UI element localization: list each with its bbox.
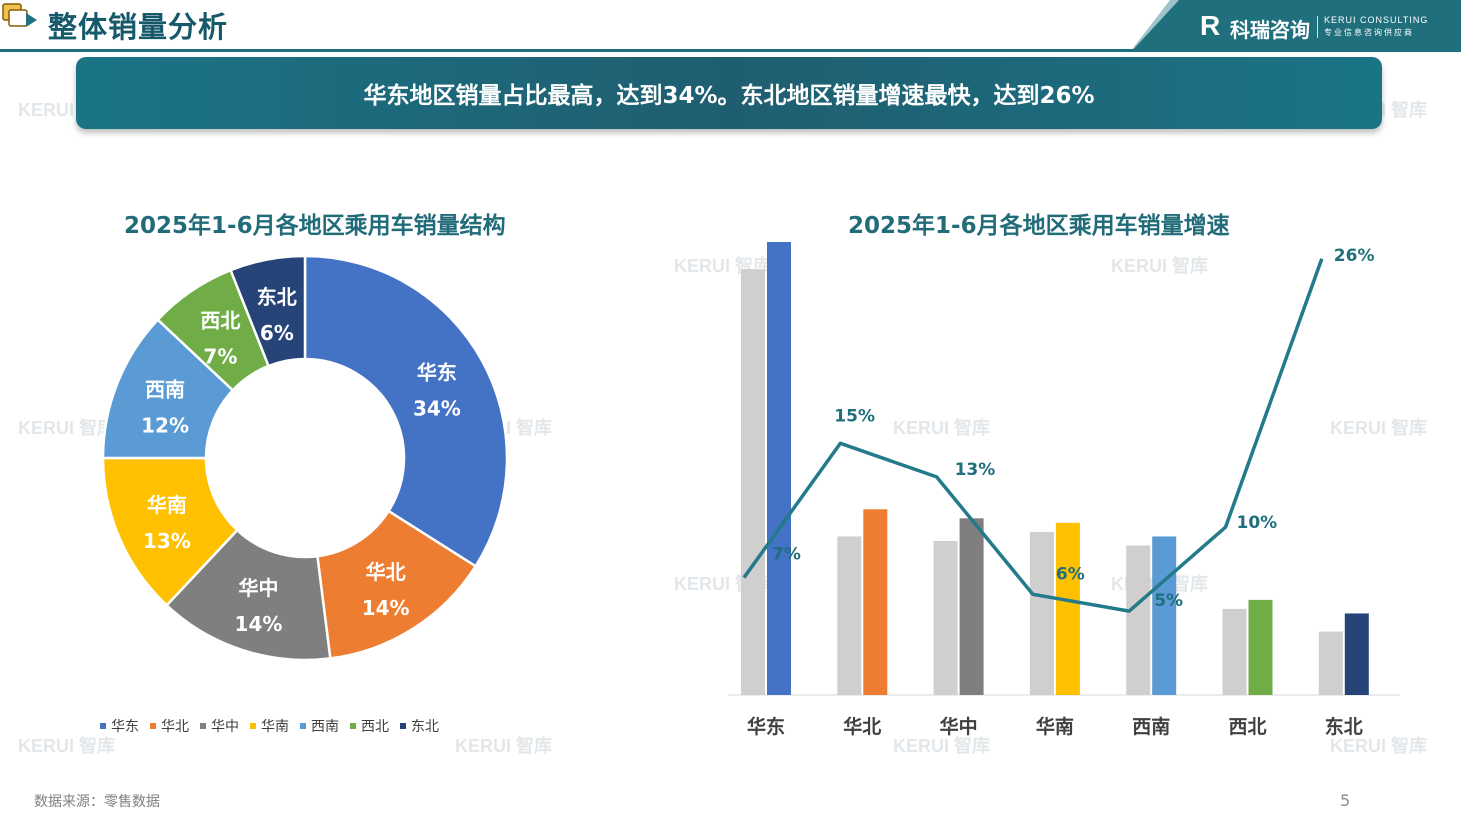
line-data-label: 5% xyxy=(1154,591,1183,611)
page-number: 5 xyxy=(1340,791,1351,810)
legend-swatch xyxy=(150,723,156,729)
watermark: KERUI 智库 xyxy=(18,736,116,756)
growth-bar xyxy=(1152,536,1177,695)
legend-label: 华东 xyxy=(111,719,139,735)
line-data-label: 6% xyxy=(1056,564,1085,584)
growth-bar xyxy=(1248,599,1273,695)
slice-value-label: 7% xyxy=(203,345,237,369)
slice-value-label: 6% xyxy=(260,321,294,345)
logo-english: KERUI CONSULTING xyxy=(1324,15,1429,25)
legend-swatch xyxy=(250,723,256,729)
x-tick-label: 东北 xyxy=(1325,715,1363,738)
data-source-note: 数据来源：零售数据 xyxy=(34,794,160,810)
comparison-bar xyxy=(1318,631,1343,695)
x-tick-label: 华东 xyxy=(747,715,785,738)
slice-value-label: 14% xyxy=(362,596,410,620)
line-data-label: 26% xyxy=(1334,246,1375,266)
legend-item: 华中 xyxy=(200,716,239,736)
line-data-label: 13% xyxy=(955,460,996,480)
watermark: KERUI 智库 xyxy=(455,736,553,756)
growth-rate-line xyxy=(742,258,1324,613)
slice-name-label: 东北 xyxy=(257,285,297,309)
line-data-label: 15% xyxy=(834,406,875,426)
logo-mark: R xyxy=(1200,10,1221,41)
title-bullet-icon xyxy=(2,3,37,27)
watermark: KERUI 智库 xyxy=(893,736,991,756)
legend-swatch xyxy=(200,723,206,729)
growth-bar xyxy=(767,242,791,695)
donut-legend: 华东 华北 华中 华南 西南 西北 东北 xyxy=(100,716,439,736)
logo-separator xyxy=(1317,16,1318,38)
comparison-bar xyxy=(741,269,765,695)
watermark: KERUI 智库 xyxy=(1111,256,1209,276)
legend-item: 华北 xyxy=(150,716,189,736)
watermark: KERUI 智库 xyxy=(893,418,991,438)
donut-slice xyxy=(303,254,509,568)
x-tick-label: 西南 xyxy=(1132,716,1170,738)
comparison-bar xyxy=(837,536,862,695)
legend-swatch xyxy=(100,723,106,729)
legend-label: 西南 xyxy=(311,719,339,735)
header-rule xyxy=(0,49,1461,52)
logo-name: 科瑞咨询 xyxy=(1230,18,1310,42)
summary-banner: 华东地区销量占比最高，达到34%。东北地区销量增速最快，达到26% xyxy=(76,57,1382,129)
slice-name-label: 华中 xyxy=(238,576,278,600)
legend-item: 西北 xyxy=(350,716,389,736)
legend-item: 华南 xyxy=(250,716,289,736)
slice-name-label: 华东 xyxy=(417,360,457,384)
growth-bar xyxy=(959,518,984,695)
slice-name-label: 西南 xyxy=(145,378,185,402)
growth-bar xyxy=(1344,613,1369,695)
watermark: KERUI 智库 xyxy=(1330,418,1428,438)
x-tick-label: 华北 xyxy=(843,715,881,738)
slice-value-label: 14% xyxy=(235,612,283,636)
comparison-bar xyxy=(933,540,958,695)
page-title: 整体销量分析 xyxy=(48,10,229,44)
bar-chart-title: 2025年1-6月各地区乘用车销量增速 xyxy=(848,213,1230,239)
donut-slice xyxy=(229,254,307,368)
legend-label: 华南 xyxy=(261,719,289,735)
donut-slice xyxy=(316,509,478,660)
legend-item: 华东 xyxy=(100,716,139,736)
donut-chart: 华东 34% 华北 14% 华中 14% 华南 13% 西南 12% 西北 7% 东北 6% xyxy=(101,254,509,662)
growth-bar xyxy=(1055,522,1080,695)
legend-swatch xyxy=(400,723,406,729)
line-data-label: 7% xyxy=(772,545,801,565)
comparison-bar xyxy=(1029,531,1054,695)
donut-chart-title: 2025年1-6月各地区乘用车销量结构 xyxy=(124,213,506,239)
legend-label: 华北 xyxy=(161,719,189,735)
logo-subtitle: 专业信息咨询供应商 xyxy=(1324,28,1414,37)
watermark: KERUI 智库 xyxy=(1330,736,1428,756)
slice-value-label: 34% xyxy=(413,396,461,420)
legend-swatch xyxy=(350,723,356,729)
header-logo-band xyxy=(1131,0,1461,52)
legend-label: 华中 xyxy=(211,719,239,735)
slice-value-label: 12% xyxy=(141,414,189,438)
growth-bar xyxy=(863,509,888,695)
bar-line-chart: 华东 华北 华中 华南 西南 西北 东北 7% 15% 13% 6% 5% 10% 26% xyxy=(728,242,1400,738)
slice-value-label: 13% xyxy=(143,529,191,553)
watermark: KERUI 智库 xyxy=(18,418,116,438)
legend-label: 西北 xyxy=(361,719,389,735)
x-tick-label: 西北 xyxy=(1228,716,1266,738)
legend-item: 西南 xyxy=(300,716,339,736)
legend-item: 东北 xyxy=(400,716,439,736)
legend-swatch xyxy=(300,723,306,729)
comparison-bar xyxy=(1126,545,1151,695)
x-tick-label: 华南 xyxy=(1036,715,1074,738)
legend-label: 东北 xyxy=(411,719,439,735)
slice-name-label: 华南 xyxy=(147,493,187,517)
x-tick-label: 华中 xyxy=(940,715,978,738)
slice-name-label: 华北 xyxy=(366,560,406,584)
slice-name-label: 西北 xyxy=(200,309,240,333)
comparison-bar xyxy=(1222,608,1247,695)
line-data-label: 10% xyxy=(1237,513,1278,533)
